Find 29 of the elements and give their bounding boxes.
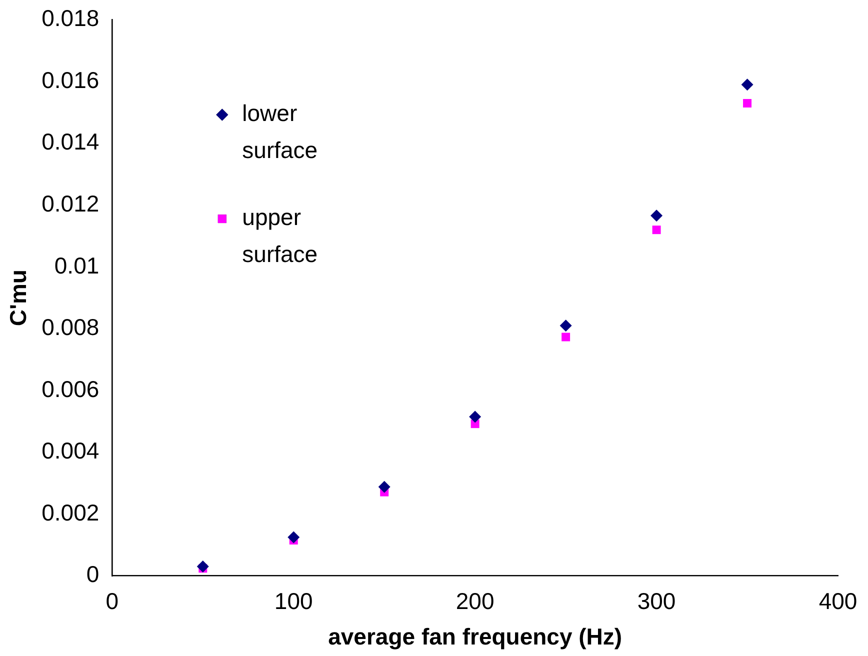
point <box>650 210 663 222</box>
y-tick-label: 0.008 <box>42 314 100 340</box>
x-tick-label: 0 <box>106 588 119 614</box>
x-axis-title: average fan frequency (Hz) <box>328 624 622 650</box>
point <box>378 480 390 493</box>
legend-label: upper surface <box>242 204 318 268</box>
point <box>652 226 661 234</box>
legend-label: lower surface <box>242 100 318 164</box>
point <box>741 78 754 91</box>
y-axis-title: C'mu <box>5 270 32 326</box>
y-tick-label: 0.018 <box>42 5 100 32</box>
x-tick-label: 100 <box>274 588 313 614</box>
point <box>562 332 570 342</box>
y-tick-label: 0.006 <box>42 376 100 402</box>
y-tick-label: 0.014 <box>42 128 100 155</box>
point <box>560 320 572 332</box>
point <box>469 410 482 423</box>
y-tick-label: 0.016 <box>42 66 100 93</box>
point <box>288 531 300 544</box>
y-tick-label: 0 <box>86 561 100 588</box>
y-tick-label: 0.004 <box>42 438 100 464</box>
x-tick-label: 400 <box>818 588 858 614</box>
y-tick-label: 0.012 <box>42 190 100 216</box>
point <box>196 560 209 573</box>
y-tick-label: 0.01 <box>54 252 100 278</box>
x-tick-label: 300 <box>637 588 676 614</box>
y-tick-label: 0.002 <box>42 499 100 526</box>
x-tick-label: 200 <box>456 588 494 614</box>
point <box>743 98 752 108</box>
